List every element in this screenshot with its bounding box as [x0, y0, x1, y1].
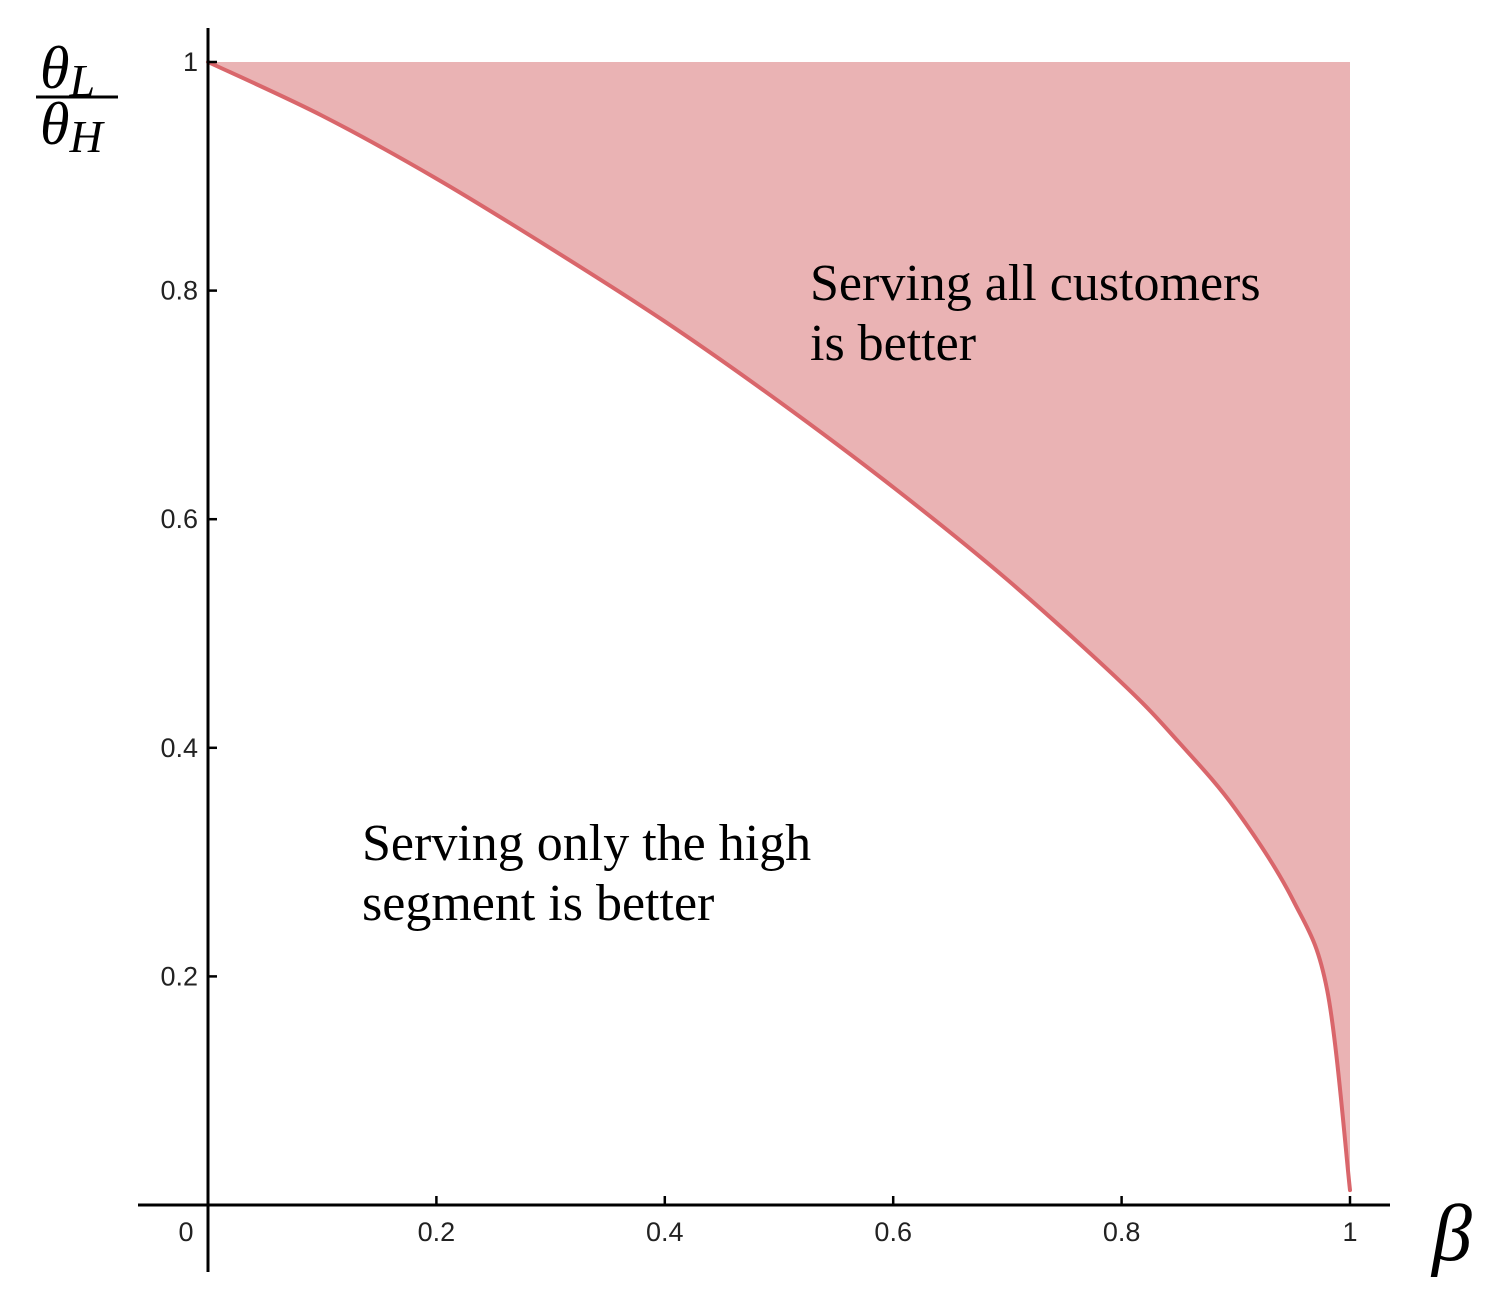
x-tick-label: 0.8 — [1103, 1217, 1141, 1247]
shaded-region-all-customers — [208, 62, 1350, 1191]
boundary-curve — [206, 60, 1352, 1193]
x-tick-label: 0.6 — [874, 1217, 912, 1247]
svg-text:θH: θH — [40, 91, 105, 162]
y-ticks: 0.2 0.4 0.6 0.8 1 — [160, 47, 217, 991]
annotation-lower-line-2: segment is better — [362, 875, 714, 932]
y-tick-label: 0.6 — [160, 504, 198, 534]
annotation-upper-line-2: is better — [810, 315, 976, 372]
x-ticks: 0 0.2 0.4 0.6 0.8 1 — [178, 1196, 1358, 1247]
x-tick-label: 1 — [1342, 1217, 1357, 1247]
x-axis-label: β — [1430, 1190, 1472, 1278]
y-tick-label: 0.8 — [160, 276, 198, 306]
y-label-denominator: θ — [40, 91, 69, 157]
annotation-lower-region: Serving only the high segment is better — [362, 815, 824, 932]
y-label-denominator-sub: H — [68, 111, 105, 162]
y-axis-label: θL θH — [36, 35, 118, 162]
x-tick-label: 0 — [178, 1217, 193, 1247]
annotation-upper-line-1: Serving all customers — [810, 255, 1261, 312]
annotation-upper-region: Serving all customers is better — [810, 255, 1274, 372]
x-tick-label: 0.2 — [418, 1217, 456, 1247]
annotation-lower-line-1: Serving only the high — [362, 815, 811, 872]
y-label-numerator: θ — [40, 35, 69, 101]
y-tick-label: 1 — [183, 47, 198, 77]
y-tick-label: 0.2 — [160, 961, 198, 991]
y-tick-label: 0.4 — [160, 733, 198, 763]
x-tick-label: 0.4 — [646, 1217, 684, 1247]
